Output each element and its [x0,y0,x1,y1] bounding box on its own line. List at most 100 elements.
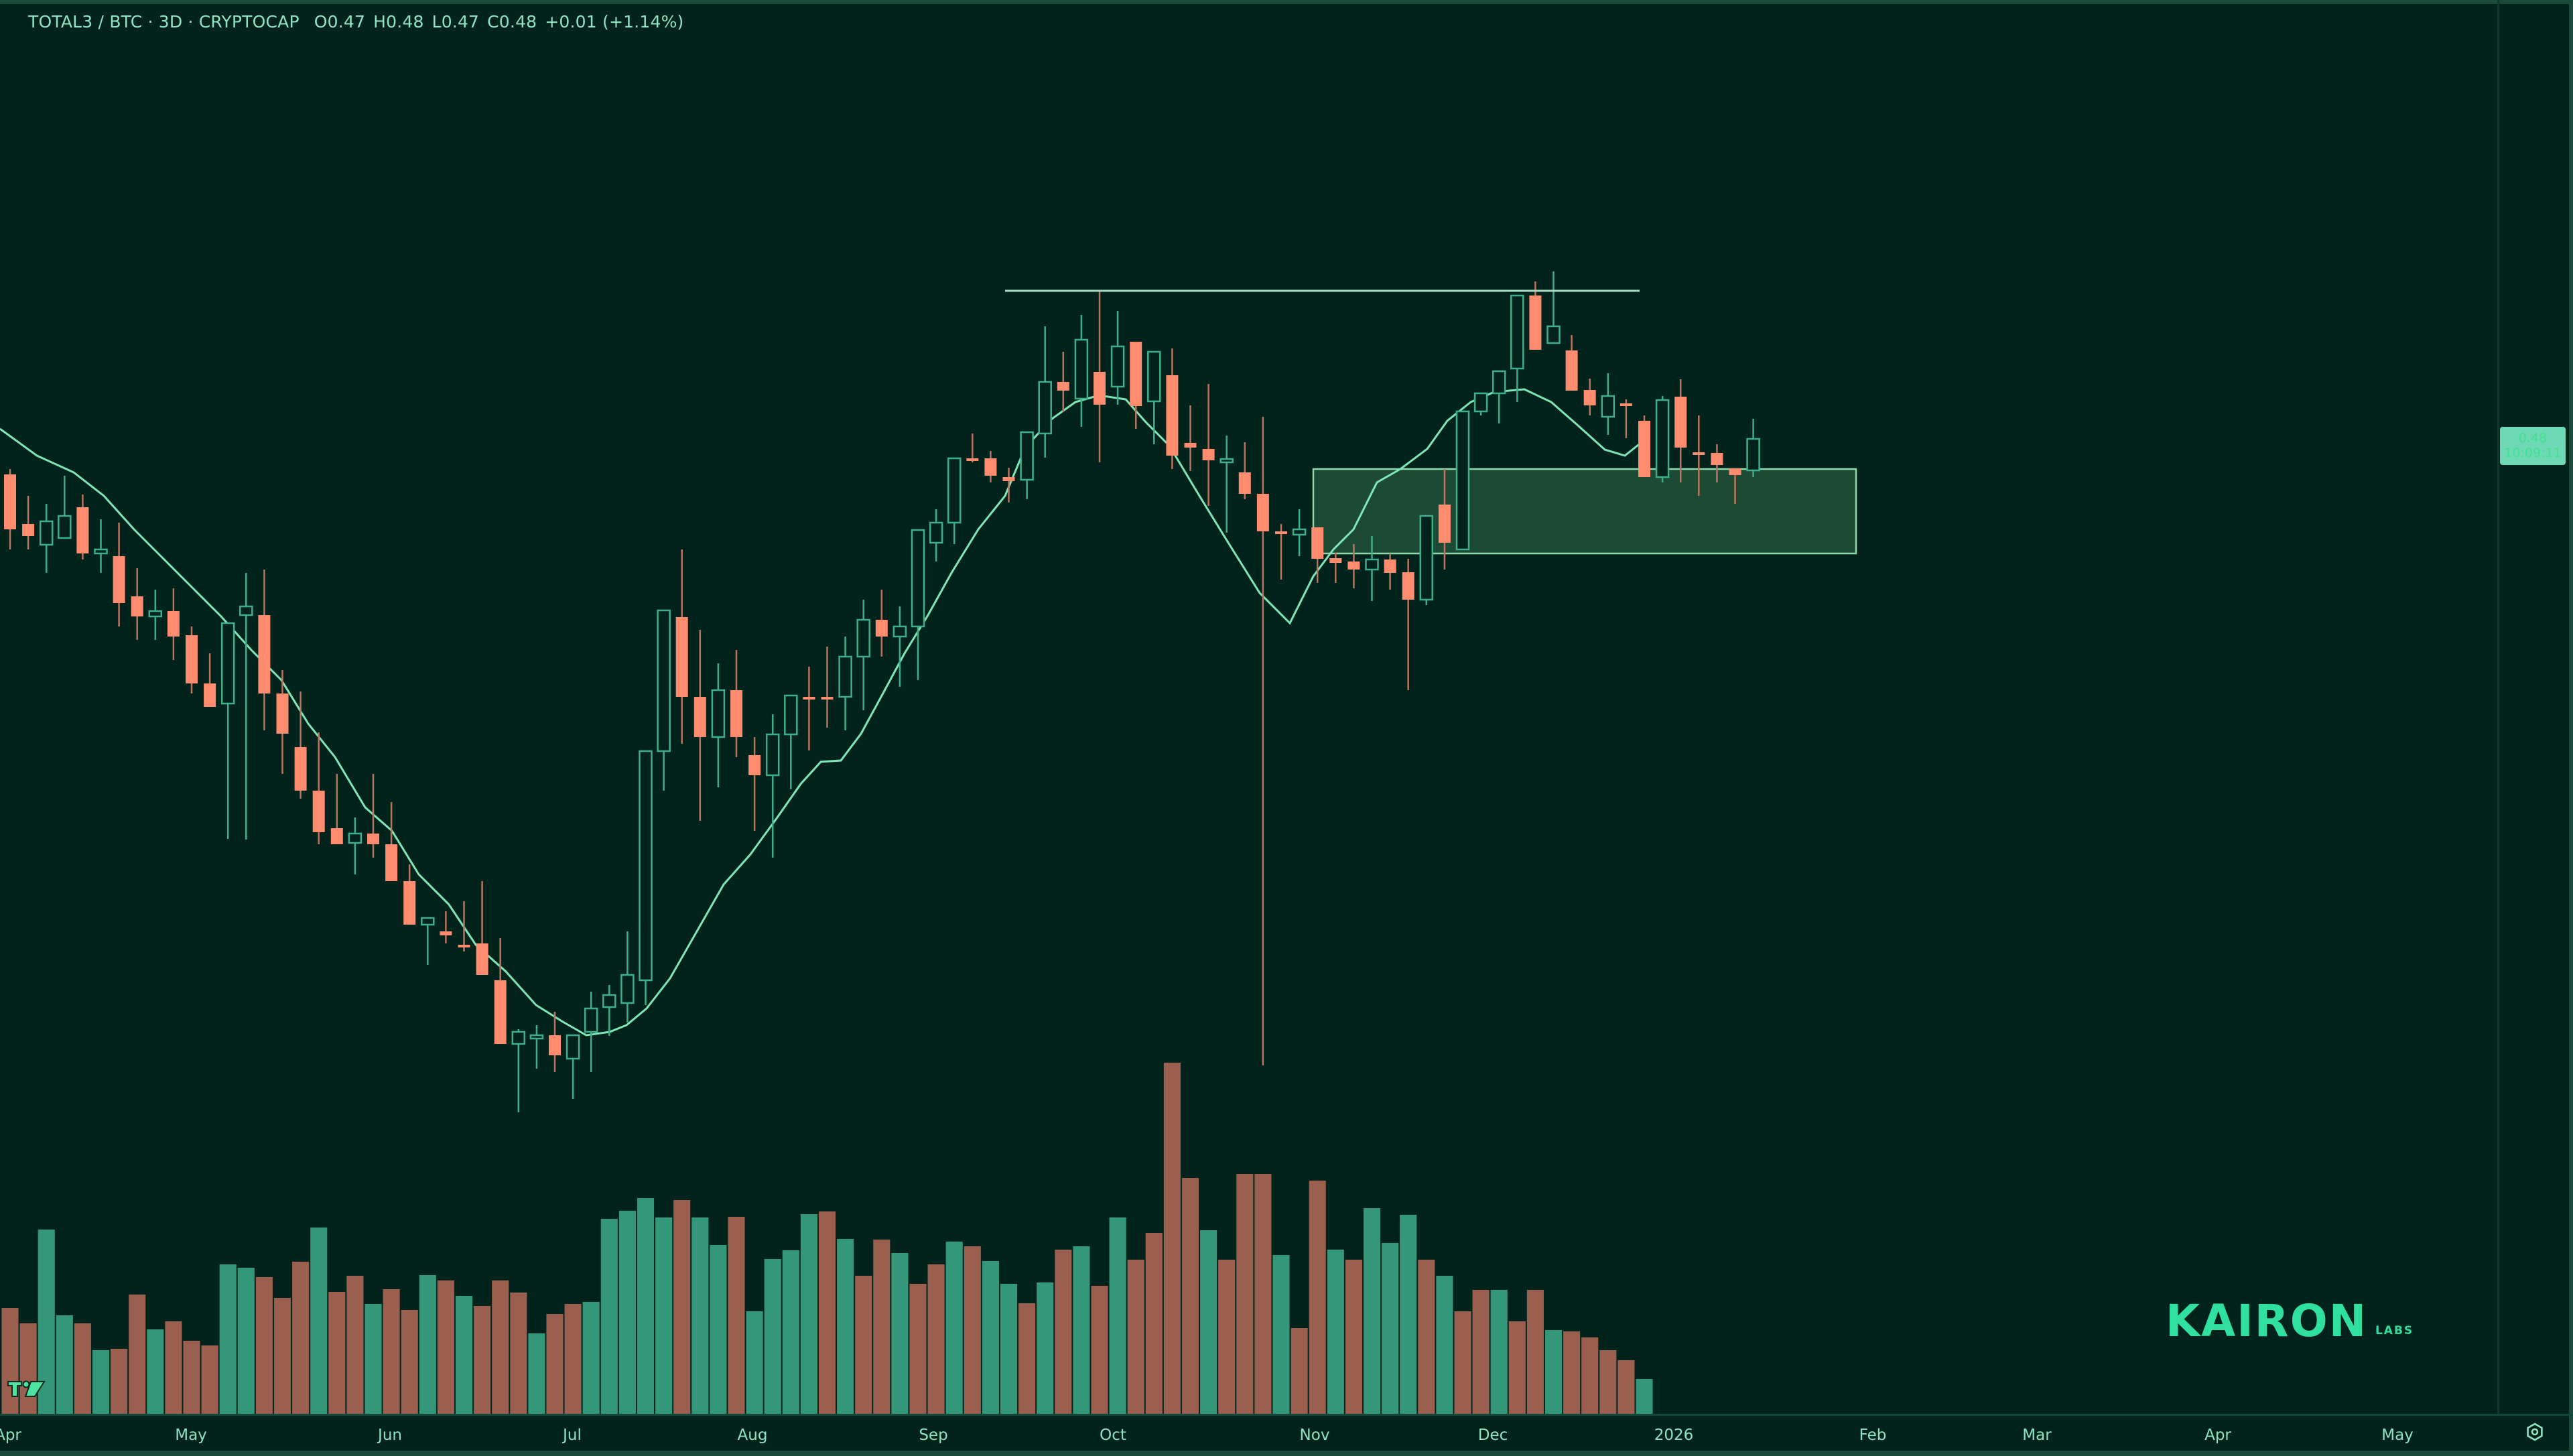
time-tick: May [175,1427,207,1444]
candle [403,864,416,925]
candle [566,1034,580,1099]
candle [784,694,798,789]
candle [711,663,726,787]
kairon-wordmark: KAIRON [2166,1295,2367,1347]
volume-bar [564,1304,582,1414]
volume-bar [74,1323,91,1414]
candle [1184,405,1197,471]
low-value: L0.47 [432,11,480,31]
candle [1256,417,1269,1065]
moving-average-line [0,388,1642,1037]
volume-bar [1091,1286,1108,1414]
bar-countdown: 10:09:11 [2504,446,2562,460]
demand-zone[interactable] [1312,468,1857,555]
time-tick: Feb [1859,1427,1887,1444]
time-tick: 2026 [1654,1427,1694,1444]
volume-bar [837,1239,854,1414]
candle [1711,444,1723,482]
gear-icon[interactable] [2525,1422,2545,1442]
candle [1365,536,1379,601]
candle [367,774,379,858]
last-price-label: 0.48 10:09:11 [2500,427,2566,465]
volume-bar [92,1350,110,1414]
volume-bar [129,1295,146,1414]
candle [258,570,271,730]
candle [1311,527,1324,583]
candle [1402,559,1414,690]
volume-bar [1508,1321,1526,1414]
volume-bar [1382,1243,1399,1414]
candle [1620,399,1632,438]
candle [620,931,635,1022]
volume-bar [273,1298,291,1414]
volume-bar [582,1302,600,1414]
candle [1038,326,1052,458]
top-border [0,0,2573,4]
volume-bar [818,1211,836,1414]
time-tick: Sep [919,1427,948,1444]
time-axis[interactable]: Apr May Jun Jul Aug Sep Oct Nov Dec 2026 Feb Mar Apr… [0,1414,2573,1456]
volume-bar [1327,1250,1344,1414]
symbol-title[interactable]: TOTAL3 / BTC · 3D · CRYPTOCAP [28,11,300,31]
volume-bar [1526,1290,1544,1414]
candle [1020,431,1034,499]
candle [1130,342,1142,429]
candle [1529,281,1542,350]
candle [239,573,253,840]
candle [675,549,688,744]
volume-bar [1599,1350,1617,1414]
symbol-legend[interactable]: TOTAL3 / BTC · 3D · CRYPTOCAP O0.47 H0.4… [28,8,684,35]
volume-bar [401,1310,418,1414]
candle [440,911,452,943]
candle [875,590,888,657]
volume-bar [927,1264,945,1414]
volume-bar [1055,1250,1072,1414]
volume-bar [1163,1063,1181,1414]
volume-bar [945,1242,963,1414]
volume-bar [111,1349,128,1414]
volume-bar [764,1259,781,1414]
volume-bar [855,1276,872,1414]
volume-bar [1145,1233,1163,1414]
price-chart[interactable] [0,0,2573,1414]
volume-bar [800,1214,817,1414]
volume-bar [1454,1311,1471,1414]
time-tick: Dec [1477,1427,1508,1444]
volume-bar [510,1293,527,1414]
candle [476,881,488,975]
last-price: 0.48 [2518,431,2548,446]
candle [511,1029,526,1112]
volume-bar [219,1264,237,1414]
volume-bar [1181,1178,1199,1414]
demand-zone-rect[interactable] [1312,468,1857,555]
candle [1347,544,1360,588]
candle [1238,442,1251,499]
candle [4,469,16,549]
volume-bar [1272,1255,1290,1414]
volume-bar [673,1200,691,1414]
volume-bar [147,1329,164,1414]
candle [1147,350,1161,444]
volume-bar [492,1280,509,1414]
candle [694,630,706,821]
volume-bar [19,1323,37,1414]
candle [421,917,435,965]
volume-bar [1236,1174,1254,1414]
ohlc-values: O0.47 H0.48 L0.47 C0.48 +0.01 (+1.14%) [314,12,684,31]
volume-bar [1109,1217,1126,1414]
candle [113,523,125,626]
volume-bar [528,1333,545,1414]
candle [330,774,343,844]
candle [1002,468,1015,503]
candle [1438,469,1451,570]
volume-bar [546,1314,564,1414]
volume-bar [437,1280,454,1414]
volume-bar [655,1217,673,1414]
price-scale-divider[interactable] [2497,0,2499,1414]
time-tick: Apr [0,1427,21,1444]
candle [856,600,870,710]
candle [1492,370,1506,423]
candle [529,1025,544,1069]
volume-bar [1400,1215,1417,1414]
tradingview-logo-icon[interactable] [5,1379,47,1399]
